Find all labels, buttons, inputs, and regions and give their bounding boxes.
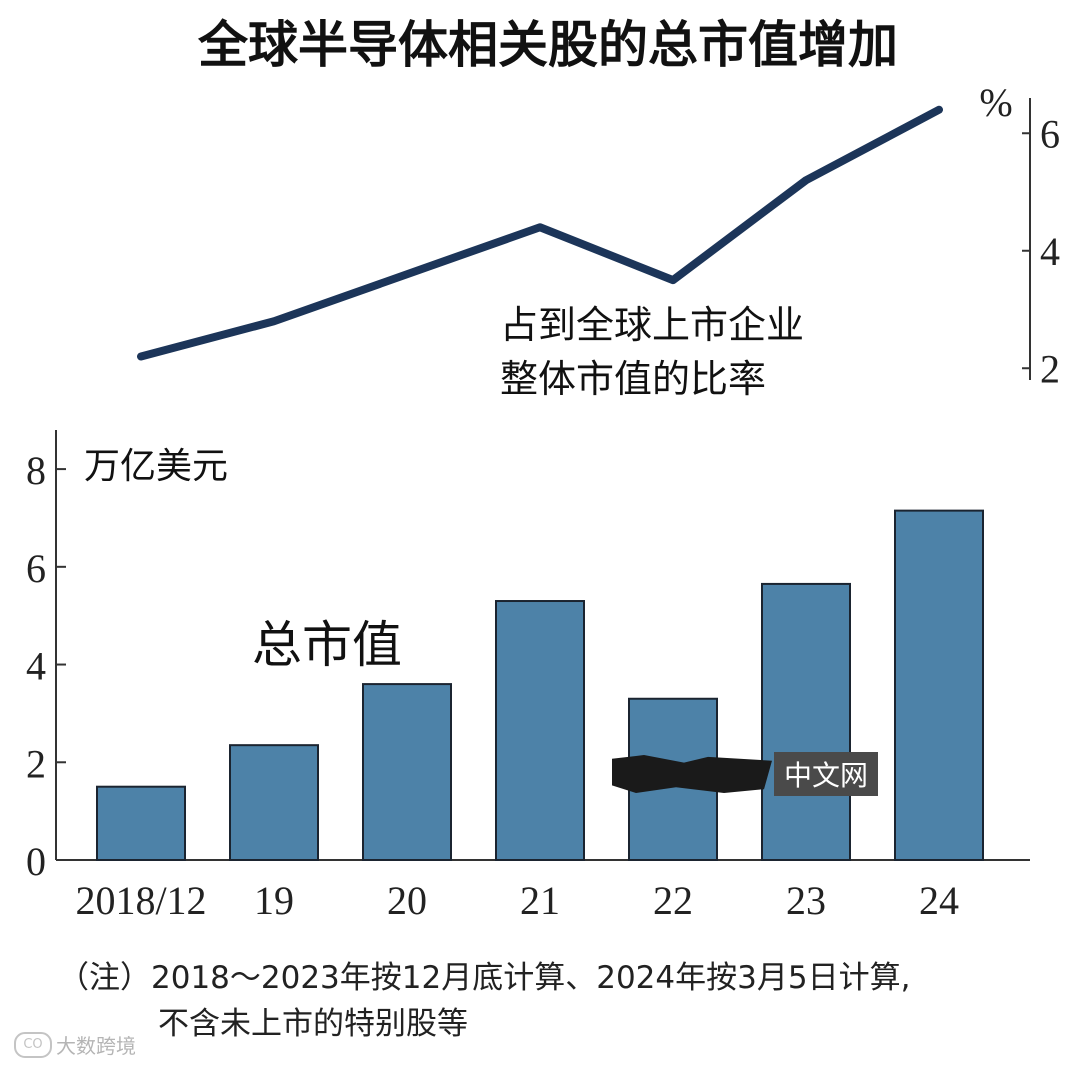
x-tick-label: 20	[387, 878, 427, 923]
footer-brand: CO 大数跨境	[14, 1030, 136, 1059]
note-line-2: 不含未上市的特别股等	[158, 1006, 468, 1042]
line-ytick-label: 4	[1040, 229, 1060, 274]
chart-title: 全球半导体相关股的总市值增加	[197, 16, 898, 74]
line-ytick-label: 6	[1040, 111, 1060, 156]
x-tick-label: 24	[919, 878, 959, 923]
bar-23	[761, 582, 851, 862]
bar-ytick-label: 2	[26, 741, 46, 786]
x-tick-label: 2018/12	[75, 878, 206, 923]
footer-brand-text: 大数跨境	[56, 1034, 136, 1058]
share-series-line	[137, 105, 943, 361]
nikkei-watermark: 中文网	[612, 752, 879, 796]
bar-ytick-label: 4	[26, 644, 46, 689]
bar-20	[362, 683, 452, 861]
x-tick-label: 19	[254, 878, 294, 923]
chart-note: （注）2018～2023年按12月底计算、2024年按3月5日计算, 不含未上市…	[58, 955, 1058, 1047]
bar-ytick-label: 0	[26, 839, 46, 884]
nikkei-logo-icon	[612, 755, 772, 793]
bar-ytick-label: 6	[26, 546, 46, 591]
x-tick-label: 23	[786, 878, 826, 923]
line-label-1: 占到全球上市企业	[500, 303, 804, 347]
bar-2018-12	[96, 785, 186, 861]
bar-unit-label: 万亿美元	[84, 446, 228, 487]
line-ytick-label: 2	[1040, 346, 1060, 391]
x-tick-label: 22	[653, 878, 693, 923]
bar-24	[894, 509, 984, 861]
bar-19	[229, 744, 319, 862]
bar-21	[495, 600, 585, 861]
watermark-text: 中文网	[774, 752, 879, 796]
brand-logo-icon: CO	[14, 1031, 52, 1058]
share-line-chart: % 2 4 6 占到全球上市企业 整体市值的比率	[137, 80, 1060, 401]
bar-ytick-label: 8	[26, 448, 46, 493]
line-label-2: 整体市值的比率	[500, 357, 766, 401]
bar-series-label: 总市值	[252, 616, 402, 674]
note-line-1: （注）2018～2023年按12月底计算、2024年按3月5日计算,	[58, 960, 911, 996]
line-unit-label: %	[979, 80, 1012, 125]
x-tick-label: 21	[520, 878, 560, 923]
